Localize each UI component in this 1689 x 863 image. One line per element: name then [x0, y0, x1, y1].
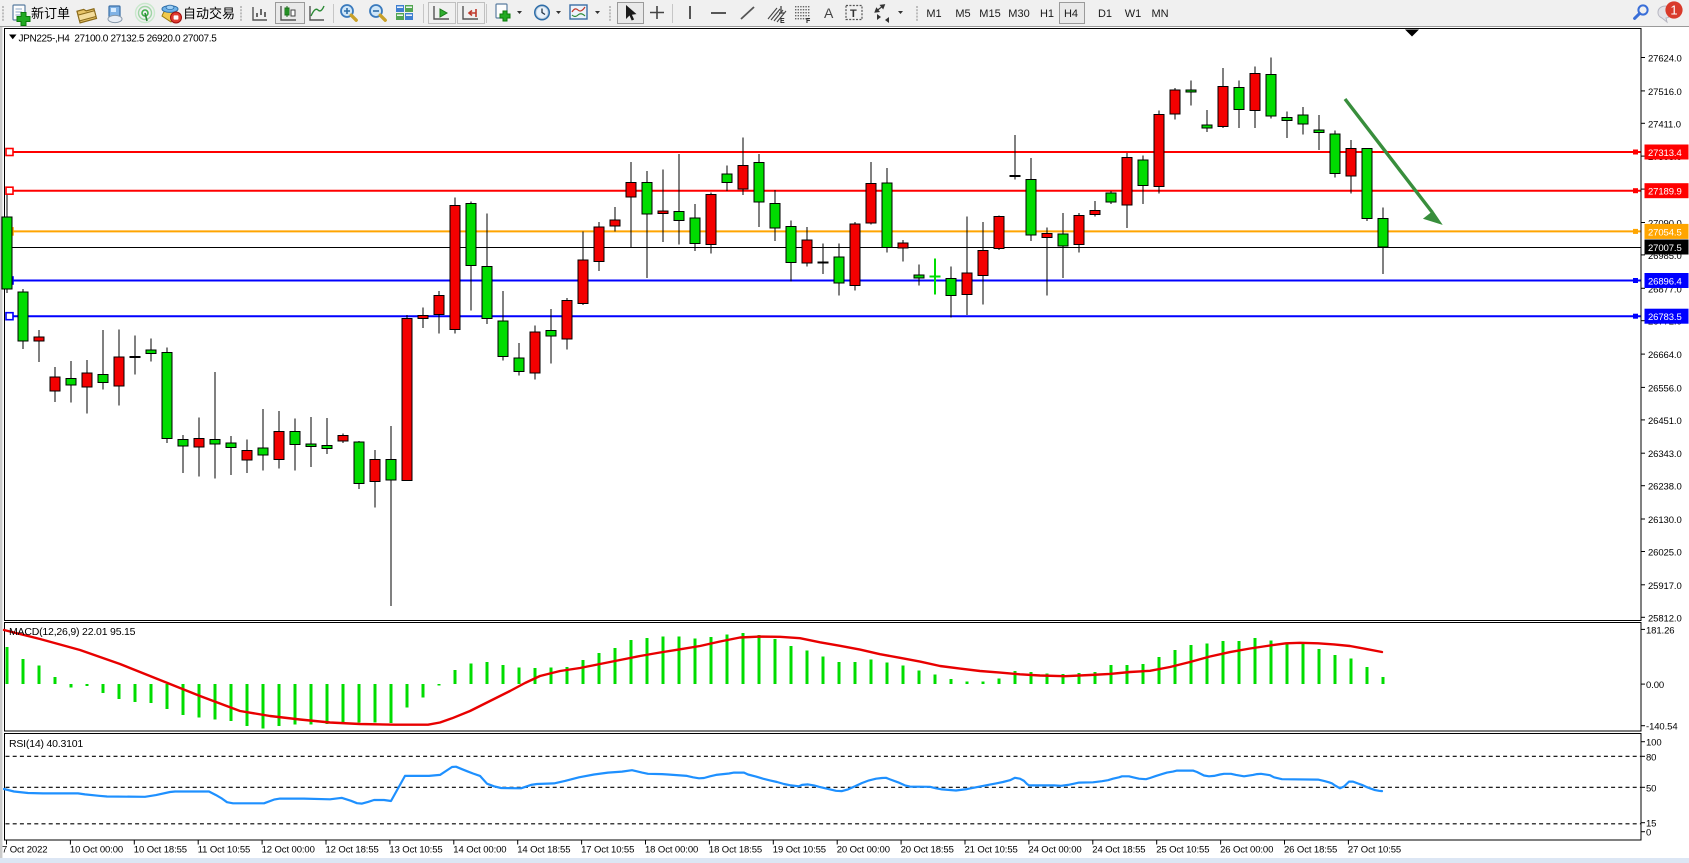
- svg-text:25812.0: 25812.0: [1648, 613, 1682, 624]
- svg-text:14 Oct 18:55: 14 Oct 18:55: [517, 845, 570, 856]
- svg-text:10 Oct 18:55: 10 Oct 18:55: [134, 845, 187, 856]
- svg-text:1: 1: [1670, 3, 1677, 18]
- svg-text:26 Oct 18:55: 26 Oct 18:55: [1284, 845, 1337, 856]
- svg-text:18 Oct 00:00: 18 Oct 00:00: [645, 845, 698, 856]
- svg-text:JPN225-,H4 27100.0 27132.5 26: JPN225-,H4 27100.0 27132.5 26920.0 27007…: [19, 34, 218, 45]
- svg-text:W1: W1: [1125, 8, 1142, 20]
- svg-text:26783.5: 26783.5: [1648, 312, 1682, 323]
- svg-text:A: A: [824, 5, 834, 21]
- svg-text:27007.5: 27007.5: [1648, 243, 1682, 254]
- svg-text:MACD(12,26,9) 22.01 95.15: MACD(12,26,9) 22.01 95.15: [9, 626, 136, 638]
- svg-text:27313.4: 27313.4: [1648, 148, 1682, 159]
- svg-text:17 Oct 10:55: 17 Oct 10:55: [581, 845, 634, 856]
- svg-text:27624.0: 27624.0: [1648, 54, 1682, 65]
- svg-text:0: 0: [1646, 828, 1651, 839]
- svg-text:0.00: 0.00: [1646, 680, 1664, 691]
- svg-text:M15: M15: [979, 8, 1000, 20]
- svg-text:80: 80: [1646, 752, 1656, 763]
- svg-text:H1: H1: [1040, 8, 1054, 20]
- svg-text:19 Oct 10:55: 19 Oct 10:55: [773, 845, 826, 856]
- svg-text:M5: M5: [955, 8, 970, 20]
- svg-text:MN: MN: [1151, 8, 1168, 20]
- svg-text:26130.0: 26130.0: [1648, 515, 1682, 526]
- svg-text:H4: H4: [1064, 8, 1078, 20]
- svg-text:14 Oct 00:00: 14 Oct 00:00: [453, 845, 506, 856]
- svg-text:11 Oct 10:55: 11 Oct 10:55: [198, 845, 251, 856]
- svg-text:12 Oct 00:00: 12 Oct 00:00: [262, 845, 315, 856]
- svg-text:10 Oct 00:00: 10 Oct 00:00: [70, 845, 123, 856]
- svg-text:D1: D1: [1098, 8, 1112, 20]
- svg-text:F: F: [806, 18, 811, 25]
- svg-text:12 Oct 18:55: 12 Oct 18:55: [326, 845, 379, 856]
- svg-text:26238.0: 26238.0: [1648, 482, 1682, 493]
- svg-text:21 Oct 10:55: 21 Oct 10:55: [965, 845, 1018, 856]
- svg-text:T: T: [850, 8, 857, 20]
- svg-text:26025.0: 26025.0: [1648, 548, 1682, 559]
- svg-text:26664.0: 26664.0: [1648, 350, 1682, 361]
- svg-text:26343.0: 26343.0: [1648, 449, 1682, 460]
- svg-text:27054.5: 27054.5: [1648, 227, 1682, 238]
- svg-text:27189.9: 27189.9: [1648, 187, 1682, 198]
- svg-text:27411.0: 27411.0: [1648, 119, 1681, 130]
- svg-text:26 Oct 00:00: 26 Oct 00:00: [1220, 845, 1273, 856]
- svg-text:25917.0: 25917.0: [1648, 581, 1682, 592]
- svg-text:18 Oct 18:55: 18 Oct 18:55: [709, 845, 762, 856]
- svg-text:181.26: 181.26: [1646, 625, 1674, 636]
- svg-text:27516.0: 27516.0: [1648, 87, 1682, 98]
- svg-text:自动交易: 自动交易: [183, 6, 235, 21]
- svg-text:26877.0: 26877.0: [1648, 284, 1682, 295]
- svg-text:RSI(14) 40.3101: RSI(14) 40.3101: [9, 738, 83, 750]
- svg-text:24 Oct 18:55: 24 Oct 18:55: [1092, 845, 1145, 856]
- svg-text:E: E: [780, 18, 785, 25]
- svg-text:26556.0: 26556.0: [1648, 383, 1682, 394]
- svg-text:M1: M1: [926, 8, 941, 20]
- svg-text:M30: M30: [1008, 8, 1029, 20]
- svg-text:新订单: 新订单: [31, 6, 70, 21]
- svg-text:13 Oct 10:55: 13 Oct 10:55: [389, 845, 442, 856]
- svg-text:26985.0: 26985.0: [1648, 251, 1682, 262]
- svg-text:100: 100: [1646, 738, 1662, 749]
- svg-text:24 Oct 00:00: 24 Oct 00:00: [1028, 845, 1081, 856]
- svg-text:20 Oct 00:00: 20 Oct 00:00: [837, 845, 890, 856]
- svg-text:26896.4: 26896.4: [1648, 277, 1682, 288]
- svg-text:-140.54: -140.54: [1646, 722, 1678, 733]
- svg-text:50: 50: [1646, 783, 1656, 794]
- svg-text:20 Oct 18:55: 20 Oct 18:55: [901, 845, 954, 856]
- svg-text:27 Oct 10:55: 27 Oct 10:55: [1348, 845, 1401, 856]
- svg-text:26451.0: 26451.0: [1648, 416, 1682, 427]
- svg-text:15: 15: [1646, 819, 1656, 830]
- svg-text:25 Oct 10:55: 25 Oct 10:55: [1156, 845, 1209, 856]
- svg-text:7 Oct 2022: 7 Oct 2022: [2, 845, 47, 856]
